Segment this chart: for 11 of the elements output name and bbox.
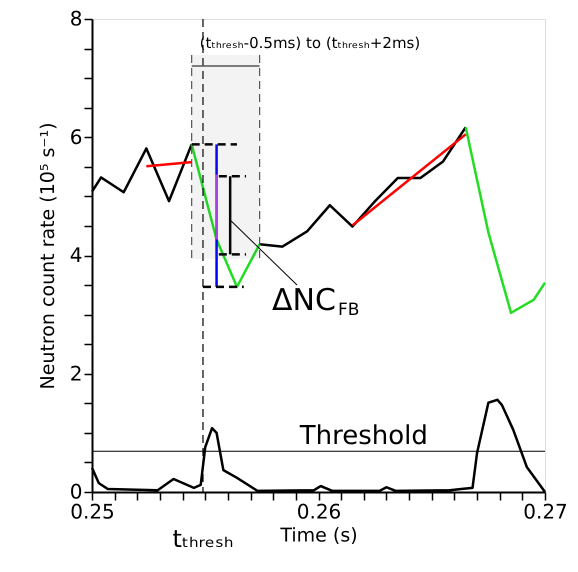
x-tick-label: 0.27 — [523, 500, 568, 524]
band-label: (tₜₕᵣₑₛₕ-0.5ms) to (tₜₕᵣₑₛₕ+2ms) — [200, 34, 420, 52]
y-axis-title: Neutron count rate (10⁵ s⁻¹) — [36, 122, 59, 390]
y-tick-label: 6 — [70, 124, 82, 149]
ref-line-label: Threshold — [298, 421, 428, 452]
x-axis-title: Time (s) — [279, 524, 358, 546]
ref-line-label: tₜₕᵣₑₛₕ — [172, 525, 234, 553]
y-tick-label: 2 — [70, 361, 82, 386]
y-tick-label: 4 — [70, 243, 82, 267]
y-tick-label: 8 — [70, 6, 82, 30]
x-tick-label: 0.26 — [296, 500, 342, 524]
